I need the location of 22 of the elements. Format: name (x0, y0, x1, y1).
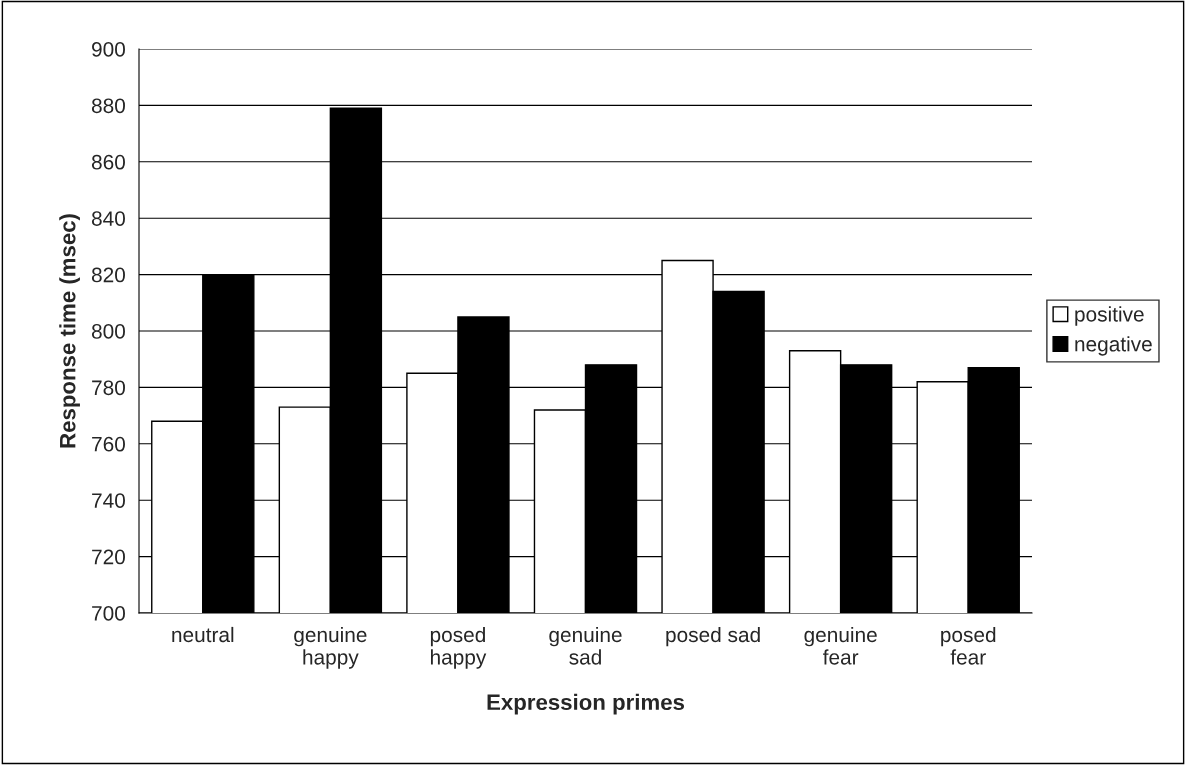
y-tick-label: 780 (92, 380, 125, 396)
x-axis-title: Expression primes (487, 693, 685, 715)
y-tick-label: 760 (92, 436, 125, 452)
legend-label: negative (1075, 336, 1152, 356)
y-tick-label: 700 (92, 606, 125, 621)
y-tick-label: 740 (92, 493, 125, 508)
y-tick-label: 720 (92, 549, 125, 565)
y-axis-title: Response time (msec) (59, 214, 80, 448)
x-tick-label: posed happy (430, 626, 487, 669)
y-tick-label: 820 (91, 267, 125, 283)
x-tick-label: neutral (172, 626, 234, 643)
y-tick-label: 860 (91, 154, 125, 170)
x-tick-label: genuine fear (804, 626, 877, 665)
y-tick-label: 880 (91, 98, 125, 114)
y-tick-label: 840 (91, 211, 125, 226)
legend-label: positive (1075, 306, 1144, 326)
x-tick-label: genuine sad (549, 626, 622, 665)
x-tick-label: posed fear (941, 626, 996, 665)
x-tick-label: genuine happy (294, 626, 367, 669)
x-tick-label: posed sad (666, 626, 760, 647)
y-tick-label: 800 (91, 324, 125, 339)
y-tick-label: 900 (92, 42, 125, 57)
